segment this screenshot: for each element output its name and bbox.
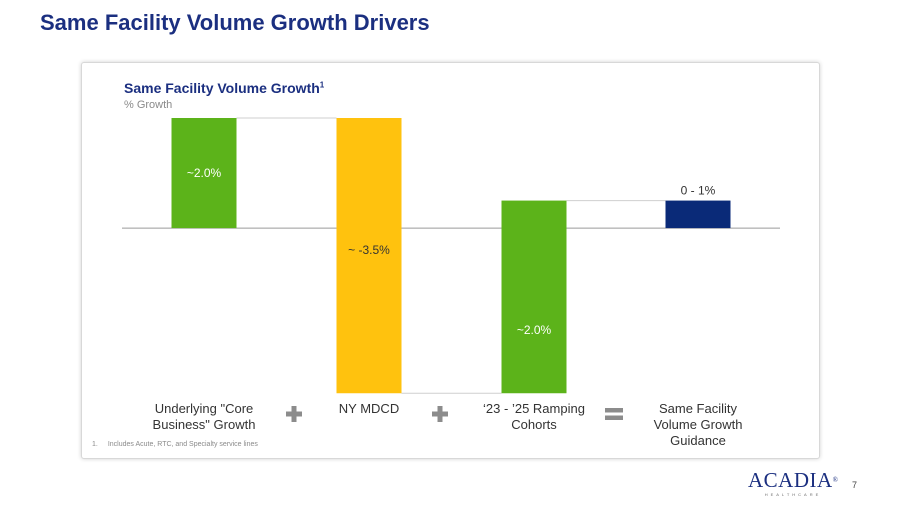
footnote-marker: 1 [319,80,325,90]
bar [171,118,237,229]
chart-title: Same Facility Volume Growth1 [124,80,325,96]
logo-wordmark: ACADIA® [748,468,839,492]
bar-value-label: ~2.0% [517,323,552,337]
bar-value-label: 0 - 1% [681,184,716,198]
chart-card: Same Facility Volume Growth1 % Growth ~2… [81,62,820,459]
category-label: Underlying "Core Business" Growth [153,401,256,432]
footnote-text: Includes Acute, RTC, and Specialty servi… [107,441,258,448]
bar [665,200,731,229]
logo-tagline: HEALTHCARE [764,492,822,497]
page-number: 7 [852,480,858,490]
footnote: 1. Includes Acute, RTC, and Specialty ser… [92,441,258,448]
bar [336,118,402,394]
bar [501,200,567,394]
acadia-logo: ACADIA® HEALTHCARE [748,468,839,498]
equals-operator-icon [605,415,623,420]
bar-value-label: ~ -3.5% [348,243,390,257]
waterfall-chart: ~2.0% ~ -3.5% ~2.0% 0 - 1% Underlying "Core B… [122,117,780,448]
plus-operator-icon [437,406,443,422]
chart-subtitle: % Growth [124,99,173,111]
slide-title: Same Facility Volume Growth Drivers [40,10,430,35]
plus-operator-icon [291,406,297,422]
equals-operator-icon [605,408,623,413]
category-label: Same Facility Volume Growth Guidance [654,401,743,448]
category-label: ‘23 - ’25 Ramping Cohorts [483,401,585,432]
category-label: NY MDCD [339,401,399,416]
footnote-number: 1. [92,441,98,448]
bar-value-label: ~2.0% [187,166,222,180]
